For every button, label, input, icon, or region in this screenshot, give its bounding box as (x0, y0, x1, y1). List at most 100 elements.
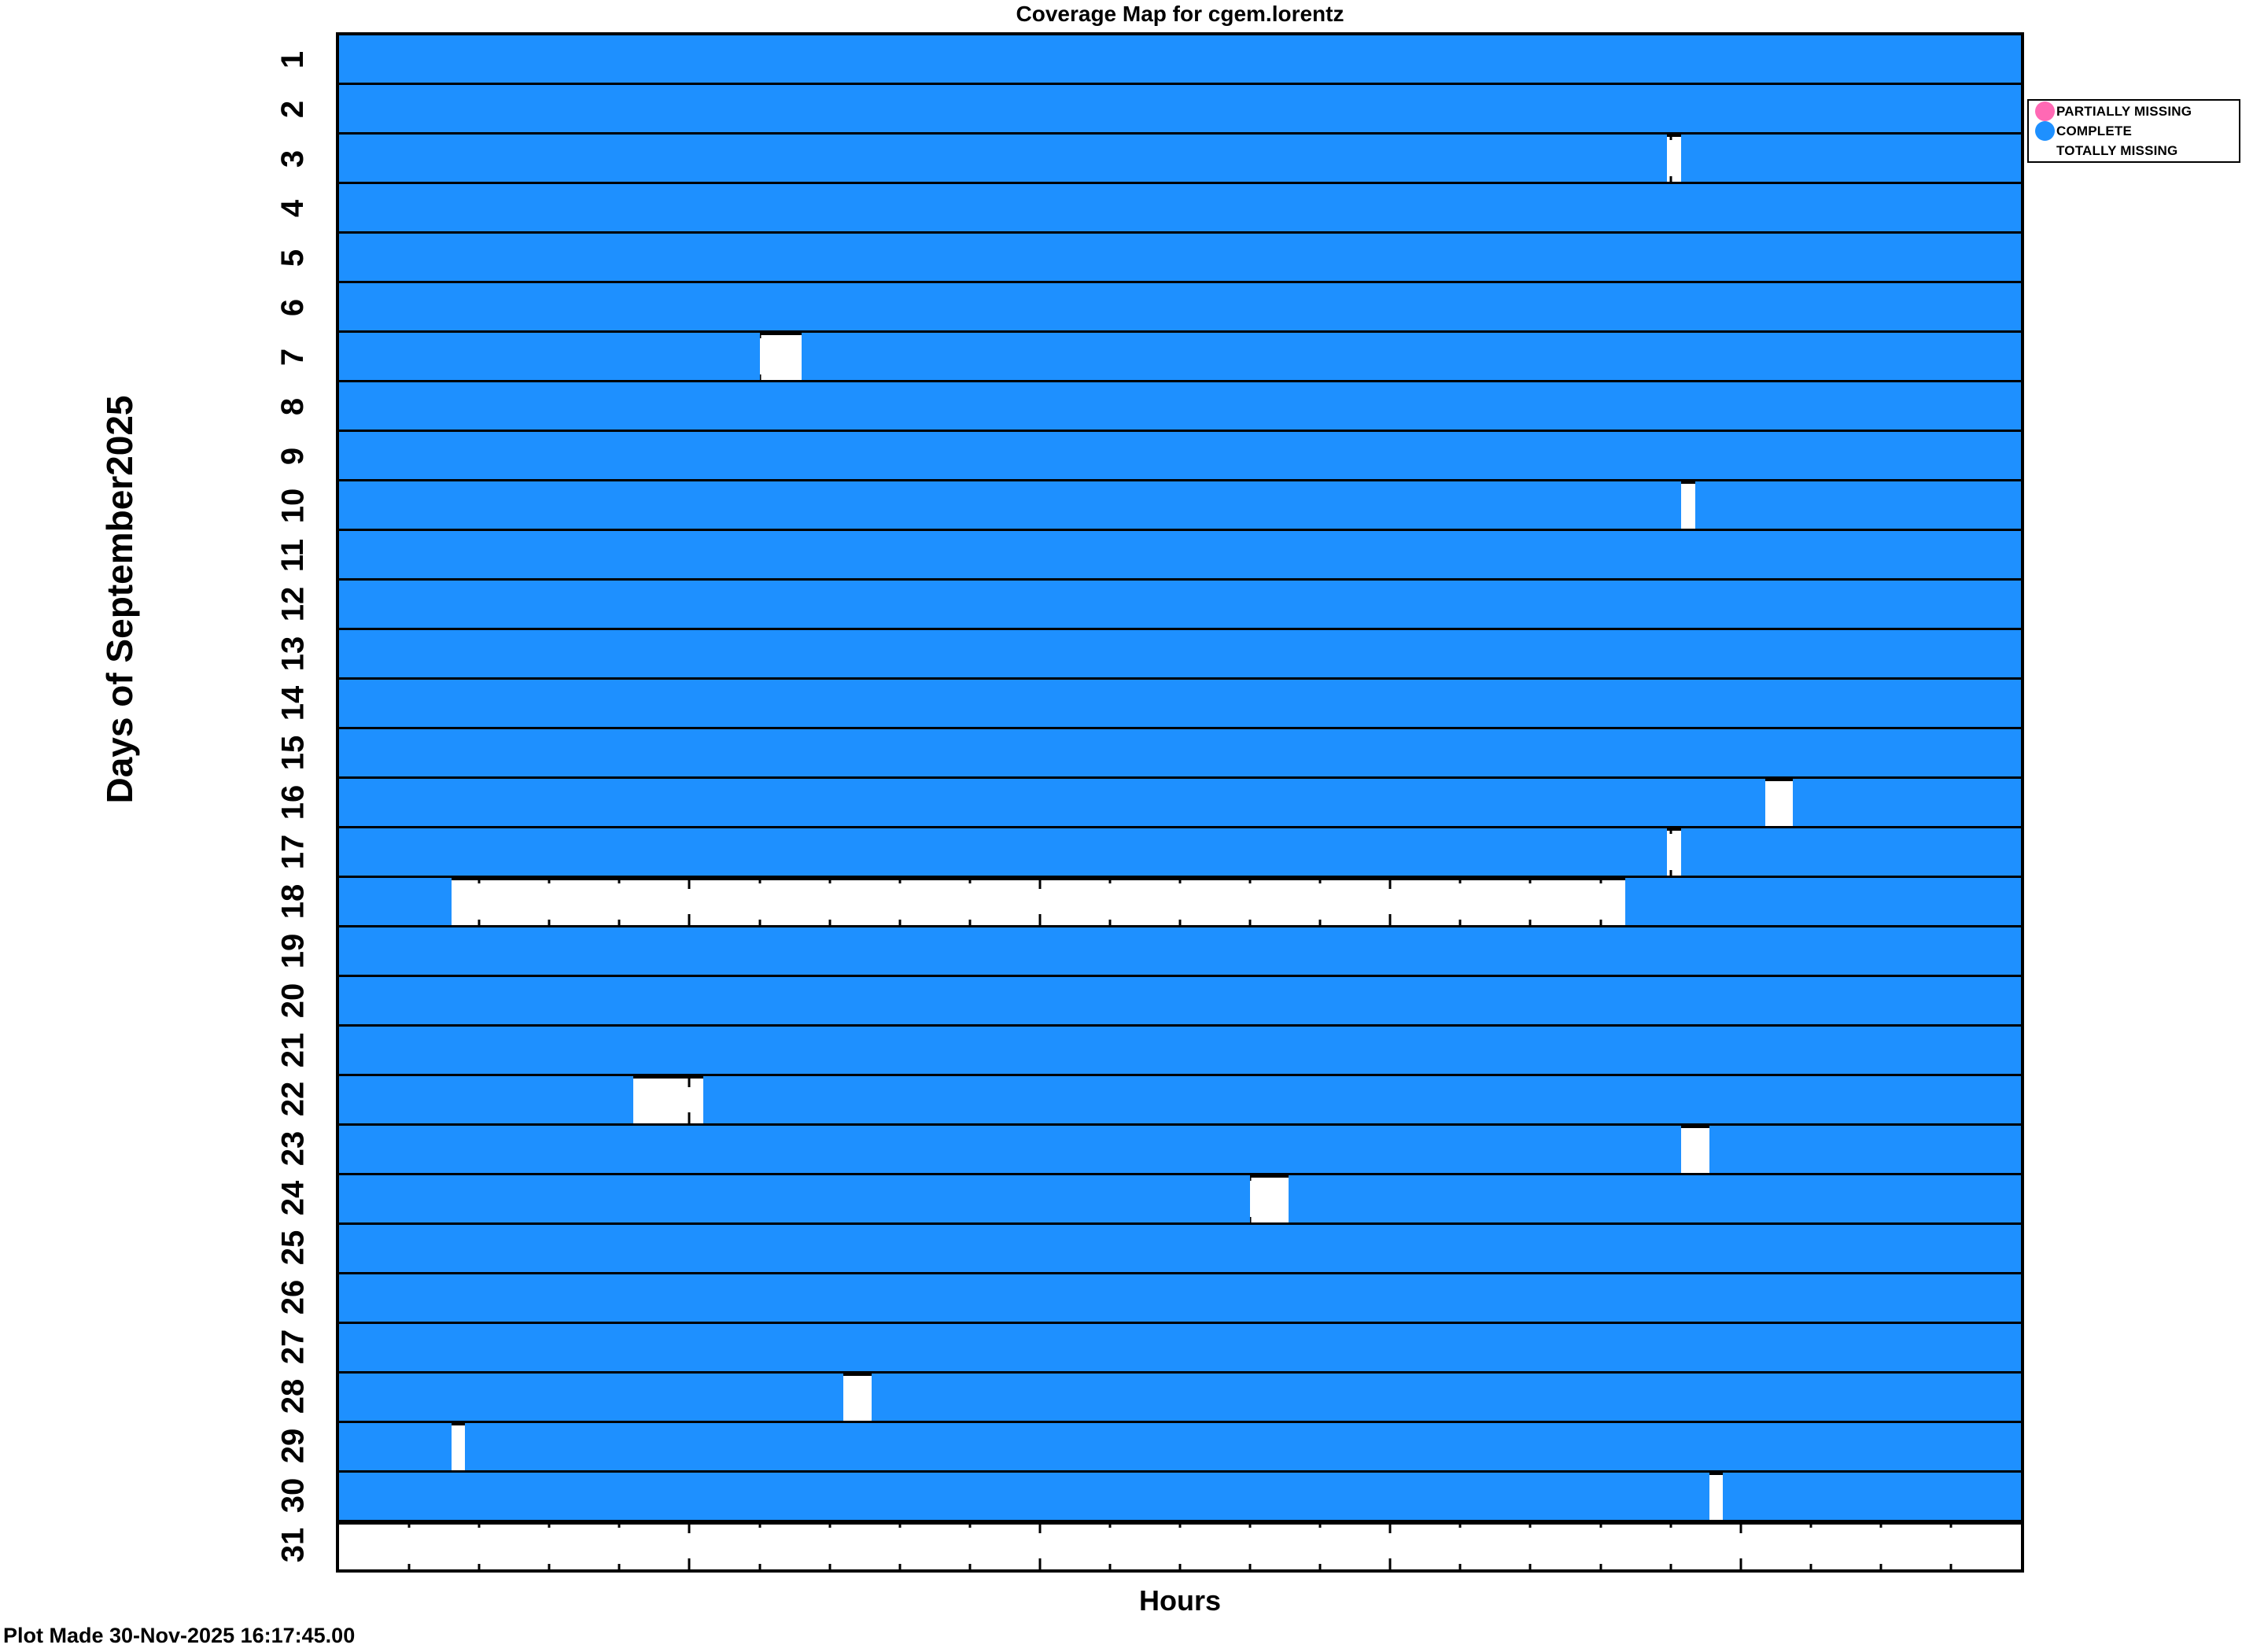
hour-tick (1669, 1522, 1672, 1528)
day-row-23 (339, 1123, 2021, 1173)
missing-gap-edge (633, 1076, 704, 1079)
hour-tick (758, 878, 761, 883)
day-row-26 (339, 1272, 2021, 1322)
hour-tick (1949, 1564, 1953, 1569)
hour-tick (1248, 878, 1252, 883)
day-tick-label: 27 (275, 1329, 310, 1365)
hour-tick (1388, 1522, 1392, 1533)
hour-tick (1599, 878, 1602, 883)
day-tick-label: 24 (275, 1181, 310, 1216)
hour-tick (898, 920, 902, 925)
day-tick-label: 9 (275, 447, 310, 465)
hour-tick (1248, 1175, 1252, 1181)
hour-tick (968, 878, 972, 883)
hour-tick (1248, 1217, 1252, 1222)
hour-tick (898, 1564, 902, 1569)
hour-tick (688, 1522, 691, 1533)
missing-gap-edge (1667, 135, 1681, 137)
coverage-complete-segment (339, 1126, 1681, 1173)
coverage-complete-segment (339, 1473, 1709, 1520)
missing-gap-edge (451, 1423, 466, 1425)
missing-gap-edge (1680, 1126, 1709, 1128)
hour-tick (758, 333, 761, 338)
hour-tick (1318, 1564, 1322, 1569)
hour-tick (688, 1076, 691, 1087)
hour-tick (1108, 878, 1112, 883)
hour-tick (828, 878, 832, 883)
hour-tick (758, 374, 761, 380)
coverage-complete-segment (1624, 878, 2021, 925)
hour-tick (1739, 1522, 1742, 1533)
day-tick-label: 11 (275, 538, 310, 572)
coverage-complete-segment (339, 680, 2021, 727)
missing-gap-edge (451, 878, 1625, 880)
day-tick-label: 3 (275, 150, 310, 168)
day-tick-label: 12 (275, 587, 310, 622)
plot-made-timestamp: Plot Made 30-Nov-2025 16:17:45.00 (3, 1624, 356, 1647)
legend-label: PARTIALLY MISSING (2056, 103, 2192, 119)
day-row-9 (339, 430, 2021, 479)
day-row-14 (339, 677, 2021, 727)
legend-label: TOTALLY MISSING (2056, 142, 2178, 158)
coverage-complete-segment (339, 432, 2021, 479)
coverage-complete-segment (339, 184, 2021, 231)
hour-tick (688, 1558, 691, 1569)
missing-gap-edge (759, 333, 802, 335)
day-row-15 (339, 727, 2021, 776)
hour-tick (1458, 1522, 1462, 1528)
hour-tick (548, 1522, 551, 1528)
hour-tick (1248, 1522, 1252, 1528)
coverage-complete-segment (872, 1374, 2021, 1421)
plot-area (336, 32, 2024, 1573)
day-tick-label: 29 (275, 1428, 310, 1464)
hour-tick (1108, 1564, 1112, 1569)
day-row-1 (339, 35, 2021, 83)
hour-tick (1528, 878, 1532, 883)
day-tick-label: 16 (275, 784, 310, 820)
hour-tick (1458, 1564, 1462, 1569)
hour-tick (548, 1564, 551, 1569)
hour-tick (1528, 920, 1532, 925)
day-tick-label: 2 (275, 101, 310, 119)
missing-gap-edge (1709, 1473, 1724, 1475)
day-row-20 (339, 975, 2021, 1024)
hour-tick (478, 1522, 481, 1528)
hour-tick (1178, 1564, 1182, 1569)
hour-tick (1318, 878, 1322, 883)
missing-gap-edge (339, 1522, 2021, 1525)
day-tick-label: 15 (275, 735, 310, 771)
hour-tick (1178, 1522, 1182, 1528)
day-row-22 (339, 1074, 2021, 1123)
missing-gap-edge (1250, 1175, 1289, 1178)
hour-tick (1178, 920, 1182, 925)
hour-tick (828, 1522, 832, 1528)
day-row-21 (339, 1024, 2021, 1074)
coverage-complete-segment (801, 333, 2021, 380)
coverage-complete-segment (703, 1076, 2021, 1123)
hour-tick (1879, 1564, 1882, 1569)
day-row-11 (339, 529, 2021, 578)
day-tick-label: 4 (275, 200, 310, 218)
hour-tick (898, 878, 902, 883)
hour-tick (968, 1564, 972, 1569)
day-tick-label: 18 (275, 883, 310, 920)
day-row-16 (339, 776, 2021, 826)
hour-tick (968, 920, 972, 925)
day-tick-label: 26 (275, 1279, 310, 1315)
coverage-complete-segment (339, 1175, 1251, 1222)
hour-tick (1108, 920, 1112, 925)
day-row-17 (339, 826, 2021, 876)
coverage-complete-segment (1709, 1126, 2021, 1173)
legend-label: COMPLETE (2056, 123, 2133, 138)
hour-tick (1669, 176, 1672, 182)
coverage-complete-segment (1680, 828, 2021, 876)
y-tick-labels: 1 2 3 4 5 6 7 8 9 10 11 12 13 14 15 16 17 18 19 20 21 22 23 24 2… (260, 35, 326, 1569)
hour-tick (1458, 878, 1462, 883)
day-tick-label: 1 (275, 51, 310, 69)
y-axis-label: Days of September2025 (99, 395, 140, 804)
coverage-complete-segment (339, 283, 2021, 330)
day-tick-label: 25 (275, 1230, 310, 1266)
hour-tick (1248, 920, 1252, 925)
hour-tick (618, 920, 621, 925)
coverage-complete-segment (339, 1274, 2021, 1322)
